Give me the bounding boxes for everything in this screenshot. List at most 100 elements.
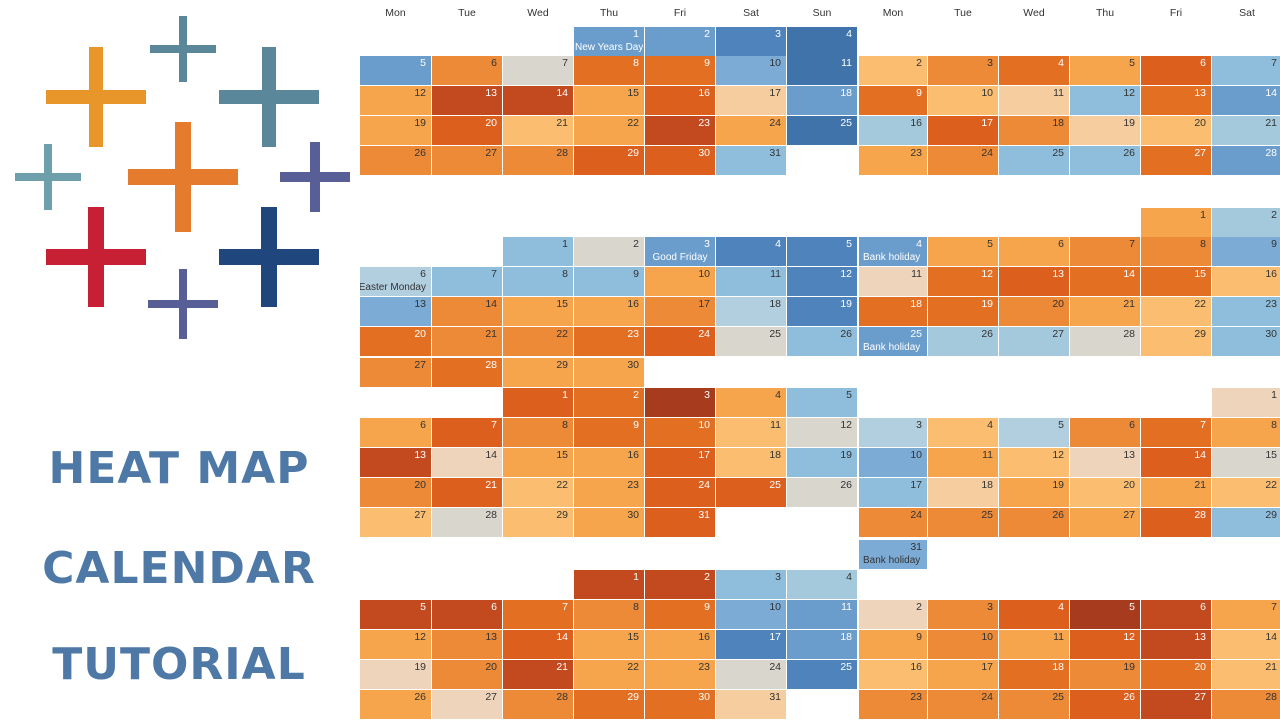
- day-cell-april-22[interactable]: 22: [503, 327, 573, 356]
- day-cell-january-11[interactable]: 11: [787, 56, 857, 85]
- day-cell-october-25[interactable]: 25: [787, 660, 857, 689]
- day-cell-october-9[interactable]: 9: [645, 600, 715, 629]
- day-cell-november-2[interactable]: 2: [859, 600, 927, 629]
- day-cell-january-20[interactable]: 20: [432, 116, 502, 145]
- day-cell-january-7[interactable]: 7: [503, 56, 573, 85]
- day-cell-july-19[interactable]: 19: [787, 448, 857, 477]
- day-cell-october-23[interactable]: 23: [645, 660, 715, 689]
- day-cell-may-8[interactable]: 8: [1141, 237, 1211, 266]
- day-cell-may-14[interactable]: 14: [1070, 267, 1140, 296]
- day-cell-may-20[interactable]: 20: [999, 297, 1069, 326]
- day-cell-april-2[interactable]: 2: [574, 237, 644, 266]
- day-cell-november-13[interactable]: 13: [1141, 630, 1211, 659]
- day-cell-january-28[interactable]: 28: [503, 146, 573, 175]
- day-cell-january-29[interactable]: 29: [574, 146, 644, 175]
- day-cell-october-6[interactable]: 6: [432, 600, 502, 629]
- day-cell-january-18[interactable]: 18: [787, 86, 857, 115]
- day-cell-january-2[interactable]: 2: [645, 27, 715, 56]
- day-cell-april-18[interactable]: 18: [716, 297, 786, 326]
- day-cell-november-28[interactable]: 28: [1212, 690, 1280, 719]
- day-cell-july-27[interactable]: 27: [360, 508, 431, 537]
- day-cell-january-21[interactable]: 21: [503, 116, 573, 145]
- day-cell-february-20[interactable]: 20: [1141, 116, 1211, 145]
- day-cell-july-4[interactable]: 4: [716, 388, 786, 417]
- day-cell-august-24[interactable]: 24: [859, 508, 927, 537]
- day-cell-january-15[interactable]: 15: [574, 86, 644, 115]
- day-cell-july-3[interactable]: 3: [645, 388, 715, 417]
- day-cell-august-13[interactable]: 13: [1070, 448, 1140, 477]
- day-cell-february-14[interactable]: 14: [1212, 86, 1280, 115]
- day-cell-april-5[interactable]: 5: [787, 237, 857, 266]
- day-cell-july-9[interactable]: 9: [574, 418, 644, 447]
- day-cell-october-1[interactable]: 1: [574, 570, 644, 599]
- day-cell-february-26[interactable]: 26: [1070, 146, 1140, 175]
- day-cell-november-3[interactable]: 3: [928, 600, 998, 629]
- day-cell-january-16[interactable]: 16: [645, 86, 715, 115]
- day-cell-february-2[interactable]: 2: [859, 56, 927, 85]
- day-cell-november-19[interactable]: 19: [1070, 660, 1140, 689]
- day-cell-october-22[interactable]: 22: [574, 660, 644, 689]
- day-cell-july-16[interactable]: 16: [574, 448, 644, 477]
- day-cell-january-19[interactable]: 19: [360, 116, 431, 145]
- day-cell-october-8[interactable]: 8: [574, 600, 644, 629]
- day-cell-april-30[interactable]: 30: [574, 358, 644, 387]
- day-cell-april-28[interactable]: 28: [432, 358, 502, 387]
- day-cell-may-4[interactable]: 4 Bank holiday: [859, 237, 927, 266]
- day-cell-august-10[interactable]: 10: [859, 448, 927, 477]
- day-cell-july-10[interactable]: 10: [645, 418, 715, 447]
- day-cell-january-5[interactable]: 5: [360, 56, 431, 85]
- day-cell-november-10[interactable]: 10: [928, 630, 998, 659]
- day-cell-january-12[interactable]: 12: [360, 86, 431, 115]
- day-cell-january-14[interactable]: 14: [503, 86, 573, 115]
- day-cell-may-27[interactable]: 27: [999, 327, 1069, 356]
- day-cell-november-7[interactable]: 7: [1212, 600, 1280, 629]
- day-cell-may-13[interactable]: 13: [999, 267, 1069, 296]
- day-cell-october-30[interactable]: 30: [645, 690, 715, 719]
- day-cell-april-19[interactable]: 19: [787, 297, 857, 326]
- day-cell-february-12[interactable]: 12: [1070, 86, 1140, 115]
- day-cell-october-18[interactable]: 18: [787, 630, 857, 659]
- day-cell-february-18[interactable]: 18: [999, 116, 1069, 145]
- day-cell-july-18[interactable]: 18: [716, 448, 786, 477]
- day-cell-november-20[interactable]: 20: [1141, 660, 1211, 689]
- day-cell-april-16[interactable]: 16: [574, 297, 644, 326]
- day-cell-january-1[interactable]: 1 New Years Day: [574, 27, 644, 56]
- day-cell-january-25[interactable]: 25: [787, 116, 857, 145]
- day-cell-january-30[interactable]: 30: [645, 146, 715, 175]
- day-cell-august-31[interactable]: 31 Bank holiday: [859, 540, 927, 569]
- day-cell-july-1[interactable]: 1: [503, 388, 573, 417]
- day-cell-november-25[interactable]: 25: [999, 690, 1069, 719]
- day-cell-august-8[interactable]: 8: [1212, 418, 1280, 447]
- day-cell-october-19[interactable]: 19: [360, 660, 431, 689]
- day-cell-may-21[interactable]: 21: [1070, 297, 1140, 326]
- day-cell-july-29[interactable]: 29: [503, 508, 573, 537]
- day-cell-november-21[interactable]: 21: [1212, 660, 1280, 689]
- day-cell-july-28[interactable]: 28: [432, 508, 502, 537]
- day-cell-october-26[interactable]: 26: [360, 690, 431, 719]
- day-cell-july-2[interactable]: 2: [574, 388, 644, 417]
- day-cell-february-17[interactable]: 17: [928, 116, 998, 145]
- day-cell-july-15[interactable]: 15: [503, 448, 573, 477]
- day-cell-july-21[interactable]: 21: [432, 478, 502, 507]
- day-cell-october-27[interactable]: 27: [432, 690, 502, 719]
- day-cell-february-7[interactable]: 7: [1212, 56, 1280, 85]
- day-cell-october-16[interactable]: 16: [645, 630, 715, 659]
- day-cell-may-16[interactable]: 16: [1212, 267, 1280, 296]
- day-cell-november-17[interactable]: 17: [928, 660, 998, 689]
- day-cell-april-24[interactable]: 24: [645, 327, 715, 356]
- day-cell-february-13[interactable]: 13: [1141, 86, 1211, 115]
- day-cell-august-18[interactable]: 18: [928, 478, 998, 507]
- day-cell-august-21[interactable]: 21: [1141, 478, 1211, 507]
- day-cell-november-6[interactable]: 6: [1141, 600, 1211, 629]
- day-cell-january-9[interactable]: 9: [645, 56, 715, 85]
- day-cell-may-25[interactable]: 25 Bank holiday: [859, 327, 927, 356]
- day-cell-july-5[interactable]: 5: [787, 388, 857, 417]
- day-cell-october-11[interactable]: 11: [787, 600, 857, 629]
- day-cell-august-29[interactable]: 29: [1212, 508, 1280, 537]
- day-cell-november-12[interactable]: 12: [1070, 630, 1140, 659]
- day-cell-february-19[interactable]: 19: [1070, 116, 1140, 145]
- day-cell-april-3[interactable]: 3 Good Friday: [645, 237, 715, 266]
- day-cell-april-21[interactable]: 21: [432, 327, 502, 356]
- day-cell-april-27[interactable]: 27: [360, 358, 431, 387]
- day-cell-january-17[interactable]: 17: [716, 86, 786, 115]
